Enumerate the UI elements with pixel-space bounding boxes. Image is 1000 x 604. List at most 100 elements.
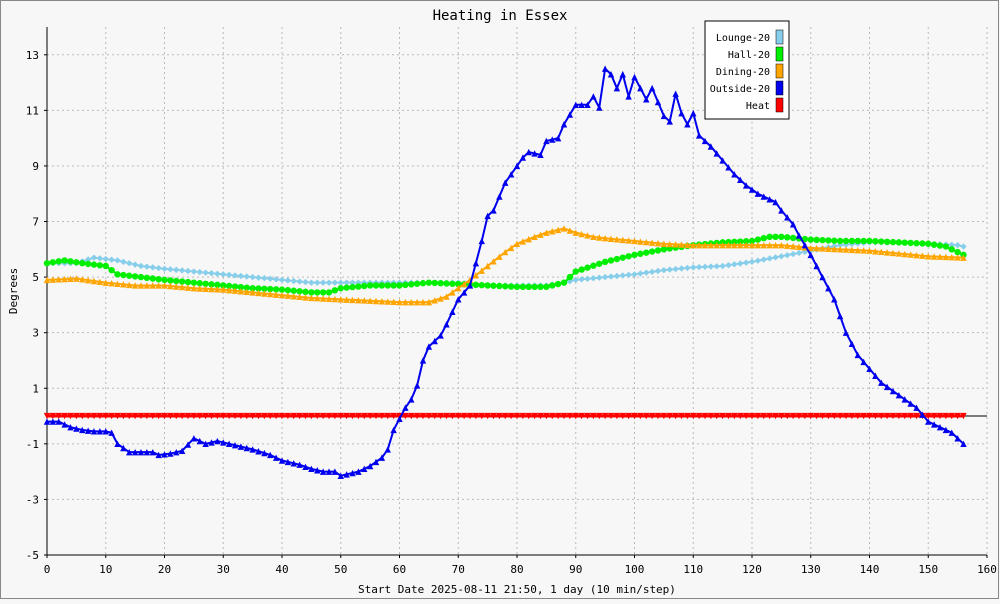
- data-point: [737, 260, 744, 267]
- data-point: [178, 412, 186, 420]
- data-point: [55, 276, 62, 283]
- data-point: [643, 249, 650, 256]
- data-point: [878, 248, 885, 256]
- data-point: [102, 262, 109, 270]
- data-point: [384, 298, 391, 305]
- data-point: [214, 412, 221, 420]
- data-point: [261, 285, 268, 292]
- data-point: [584, 101, 591, 109]
- data-point: [560, 225, 568, 232]
- legend-box: [704, 20, 790, 120]
- data-point: [496, 282, 503, 290]
- data-point: [79, 276, 86, 283]
- data-point: [272, 291, 280, 298]
- data-point: [343, 279, 350, 286]
- data-point: [96, 278, 104, 286]
- data-point: [725, 261, 732, 269]
- data-point: [390, 412, 397, 420]
- data-point: [954, 248, 961, 256]
- data-point: [337, 412, 344, 420]
- data-point: [766, 255, 773, 262]
- data-point: [654, 240, 662, 247]
- data-point: [308, 279, 315, 286]
- data-point: [284, 458, 292, 466]
- data-point: [954, 254, 961, 261]
- data-point: [543, 137, 550, 145]
- data-point: [478, 281, 485, 289]
- data-point: [578, 230, 585, 238]
- data-point: [507, 171, 515, 178]
- data-point: [578, 266, 585, 273]
- data-point: [278, 457, 286, 464]
- data-point: [314, 467, 321, 474]
- data-point: [243, 288, 250, 296]
- data-point: [707, 241, 715, 249]
- data-point: [936, 412, 944, 420]
- data-point: [73, 412, 80, 420]
- data-point: [61, 412, 68, 420]
- data-point: [408, 396, 415, 403]
- data-point: [102, 428, 109, 435]
- data-point: [237, 272, 245, 280]
- data-point: [701, 412, 709, 420]
- data-point: [907, 251, 914, 258]
- x-tick-label: 80: [510, 563, 523, 576]
- data-point: [137, 448, 145, 456]
- data-point: [143, 412, 151, 420]
- data-point: [208, 285, 215, 293]
- y-tick-label: 11: [26, 104, 39, 117]
- data-point: [355, 412, 362, 420]
- data-point: [813, 262, 820, 270]
- data-point: [813, 236, 820, 244]
- data-point: [848, 340, 856, 347]
- data-point: [108, 280, 115, 287]
- data-point: [643, 238, 650, 246]
- data-point: [795, 232, 803, 239]
- data-point: [208, 439, 215, 446]
- data-point: [742, 182, 750, 189]
- data-point: [519, 154, 527, 161]
- data-point: [754, 236, 762, 243]
- data-point: [443, 412, 450, 420]
- data-point: [813, 245, 820, 252]
- data-point: [842, 412, 850, 420]
- data-point: [507, 283, 515, 290]
- data-point: [725, 164, 732, 171]
- data-point: [925, 253, 932, 260]
- data-point: [613, 84, 621, 92]
- x-tick-label: 100: [625, 563, 645, 576]
- data-point: [654, 412, 662, 420]
- data-point: [778, 241, 785, 249]
- data-point: [701, 263, 709, 271]
- data-point: [942, 426, 950, 434]
- data-point: [43, 418, 51, 425]
- data-point: [55, 258, 62, 265]
- x-tick-label: 30: [217, 563, 230, 576]
- data-point: [90, 261, 98, 268]
- data-point: [889, 412, 897, 420]
- data-point: [361, 282, 368, 290]
- data-point: [760, 193, 767, 200]
- data-point: [349, 296, 356, 304]
- data-point: [831, 237, 838, 244]
- data-point: [331, 287, 339, 294]
- data-point: [872, 248, 879, 255]
- data-point: [948, 241, 955, 249]
- data-point: [948, 246, 955, 253]
- data-point: [208, 270, 215, 277]
- data-point: [596, 104, 603, 111]
- data-point: [789, 234, 797, 242]
- data-point: [519, 412, 527, 420]
- y-tick-label: -3: [26, 493, 39, 506]
- data-point: [619, 236, 626, 244]
- data-point: [384, 412, 391, 420]
- data-point: [90, 277, 98, 285]
- data-point: [466, 282, 474, 289]
- legend-label: Heat: [746, 101, 770, 112]
- data-point: [660, 412, 668, 420]
- data-point: [84, 260, 92, 268]
- data-point: [167, 450, 174, 457]
- chart-title: Heating in Essex: [433, 8, 568, 24]
